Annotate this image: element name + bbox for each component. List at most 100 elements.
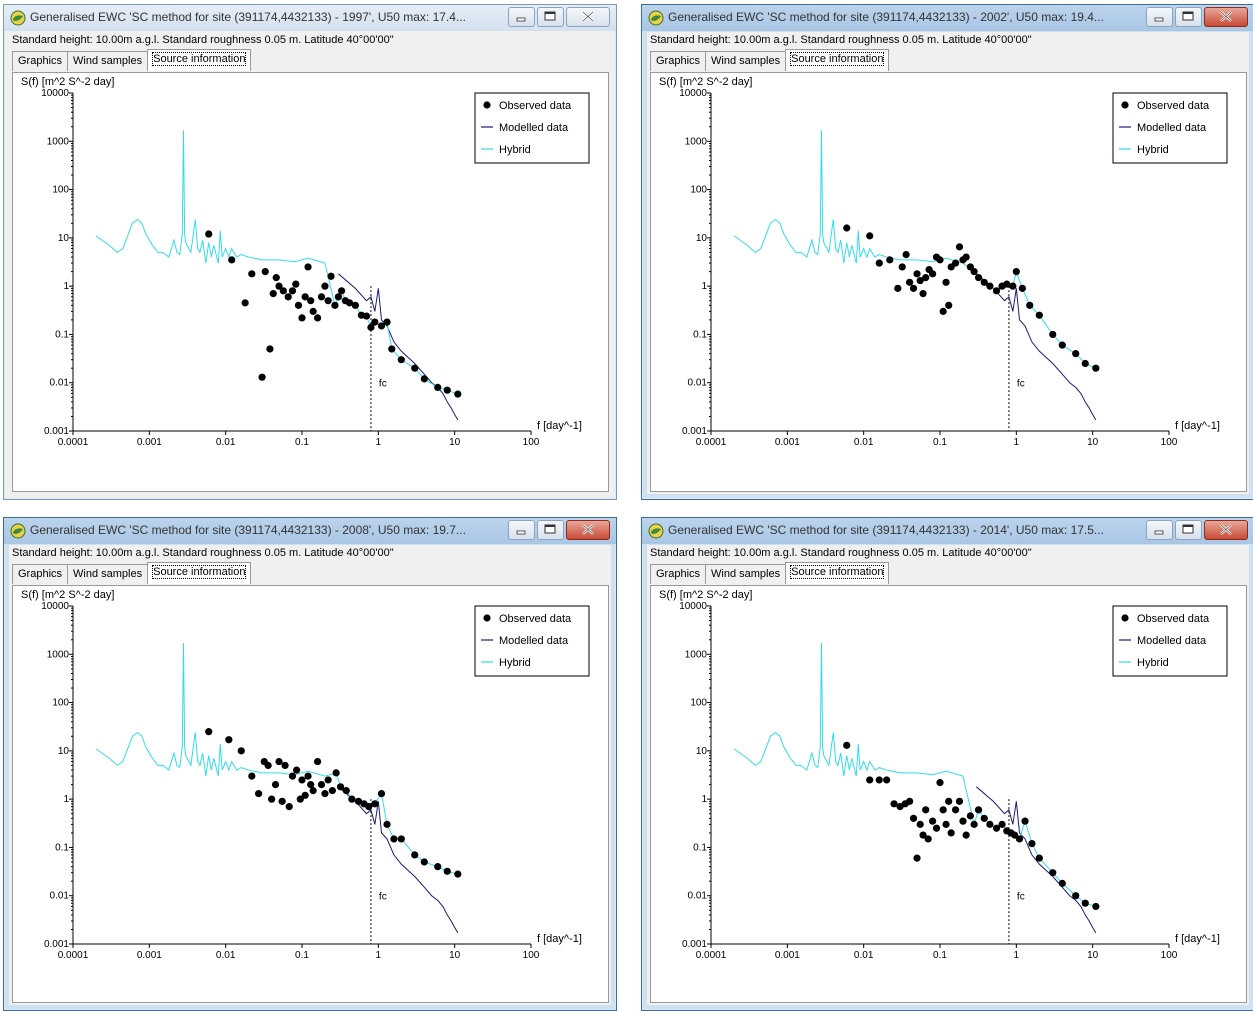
close-button[interactable]	[1204, 520, 1248, 540]
observed-data-point	[327, 272, 335, 280]
minimize-button[interactable]	[508, 7, 535, 27]
minimize-button[interactable]	[1146, 7, 1173, 27]
title-bar[interactable]: Generalised EWC 'SC method for site (391…	[642, 5, 1253, 31]
close-icon	[1220, 11, 1232, 22]
observed-data-point	[916, 277, 924, 285]
maximize-button[interactable]	[1175, 520, 1202, 540]
fc-label: fc	[1017, 379, 1025, 390]
window-title: Generalised EWC 'SC method for site (391…	[668, 10, 1104, 24]
title-bar[interactable]: Generalised EWC 'SC method for site (391…	[4, 518, 616, 544]
y-tick-label: 0.001	[682, 939, 707, 950]
minimize-button[interactable]	[1146, 520, 1173, 540]
modelled-data-line	[338, 786, 459, 934]
tab-wind-samples[interactable]: Wind samples	[705, 564, 787, 584]
modelled-data-line	[976, 786, 1097, 934]
tab-graphics[interactable]: Graphics	[12, 564, 69, 584]
observed-data-point	[980, 814, 988, 822]
tab-graphics[interactable]: Graphics	[12, 51, 69, 71]
legend-label: Hybrid	[499, 657, 531, 669]
observed-data-point	[939, 806, 947, 814]
tab-wind-samples[interactable]: Wind samples	[67, 564, 149, 584]
y-tick-label: 100	[52, 698, 69, 709]
observed-data-point	[1049, 330, 1057, 339]
x-tick-label: 0.0001	[696, 950, 727, 961]
observed-data-point	[936, 256, 944, 264]
observed-data-point	[916, 820, 924, 828]
legend-box	[1112, 605, 1228, 677]
app-icon	[10, 10, 26, 26]
observed-data-point	[278, 797, 286, 805]
observed-data-point	[261, 268, 269, 276]
y-tick-label: 0.01	[688, 891, 708, 902]
observed-data-point	[248, 270, 256, 278]
observed-data-point	[275, 282, 283, 290]
observed-data-point	[397, 835, 405, 843]
spectrum-chart: S(f) [m^2 S^-2 day]0.0010.010.1110100100…	[21, 589, 590, 961]
observed-data-point	[986, 282, 994, 290]
observed-data-point	[281, 761, 289, 769]
x-tick-label: 10	[449, 950, 461, 961]
observed-data-point	[980, 278, 988, 286]
observed-data-point	[1011, 831, 1019, 839]
chart-panel: S(f) [m^2 S^-2 day] 0.001 0.01 0.1 1 10 100 100…	[12, 585, 609, 1003]
minimize-icon	[1154, 17, 1164, 22]
observed-data-point	[942, 820, 950, 828]
close-button[interactable]	[566, 7, 610, 27]
maximize-button[interactable]	[537, 520, 564, 540]
tab-wind-samples[interactable]: Wind samples	[67, 51, 149, 71]
observed-data-point	[388, 345, 396, 353]
legend-label: Modelled data	[499, 635, 569, 647]
tab-source-information[interactable]: Source information	[147, 562, 252, 584]
observed-data-point	[307, 781, 315, 789]
tab-graphics[interactable]: Graphics	[650, 51, 707, 71]
observed-data-point	[843, 741, 851, 749]
observed-data-point	[342, 787, 350, 795]
observed-data-point	[1072, 350, 1080, 358]
close-button[interactable]	[566, 520, 610, 540]
spectrum-window: Generalised EWC 'SC method for site (391…	[641, 517, 1253, 1011]
observed-data-point	[1092, 902, 1100, 911]
observed-data-point	[354, 797, 363, 805]
observed-data-point	[332, 769, 340, 777]
y-tick-label: 10000	[41, 601, 69, 612]
y-tick-label: 1000	[685, 649, 708, 660]
observed-data-point	[301, 791, 309, 799]
observed-data-point	[237, 747, 245, 755]
legend-box	[474, 605, 590, 677]
maximize-button[interactable]	[1175, 7, 1202, 27]
close-icon	[582, 524, 594, 535]
x-tick-label: 100	[1161, 437, 1178, 448]
minimize-button[interactable]	[508, 520, 535, 540]
tab-label: Graphics	[656, 568, 701, 580]
x-tick-label: 10	[1087, 437, 1099, 448]
tab-source-information[interactable]: Source information	[785, 49, 890, 71]
tab-label: Wind samples	[711, 55, 781, 67]
observed-data-point	[292, 280, 300, 288]
maximize-button[interactable]	[537, 7, 564, 27]
observed-data-point	[365, 803, 373, 811]
spectrum-window: Generalised EWC 'SC method for site (391…	[3, 517, 617, 1011]
observed-data-point	[309, 787, 317, 795]
observed-data-point	[875, 776, 883, 784]
y-tick-label: 10	[58, 746, 70, 757]
tab-source-information[interactable]: Source information	[785, 562, 890, 584]
spectrum-chart: S(f) [m^2 S^-2 day]0.0010.010.1110100100…	[21, 76, 590, 448]
observed-data-point	[298, 314, 306, 322]
observed-data-point	[1003, 280, 1011, 288]
observed-data-point	[959, 817, 967, 825]
y-tick-label: 10	[58, 233, 70, 244]
close-button[interactable]	[1204, 7, 1248, 27]
observed-data-point	[1058, 341, 1066, 349]
observed-data-point	[377, 322, 386, 330]
observed-data-point	[434, 863, 442, 871]
tab-graphics[interactable]: Graphics	[650, 564, 707, 584]
tab-wind-samples[interactable]: Wind samples	[705, 51, 787, 71]
title-bar[interactable]: Generalised EWC 'SC method for site (391…	[642, 518, 1253, 544]
tab-source-information[interactable]: Source information	[147, 49, 252, 71]
y-axis-label: S(f) [m^2 S^-2 day]	[21, 76, 114, 88]
observed-data-point	[929, 817, 937, 825]
y-tick-label: 0.001	[44, 939, 69, 950]
modelled-data-line	[338, 273, 459, 421]
observed-data-point	[929, 270, 937, 278]
title-bar[interactable]: Generalised EWC 'SC method for site (391…	[4, 5, 616, 31]
